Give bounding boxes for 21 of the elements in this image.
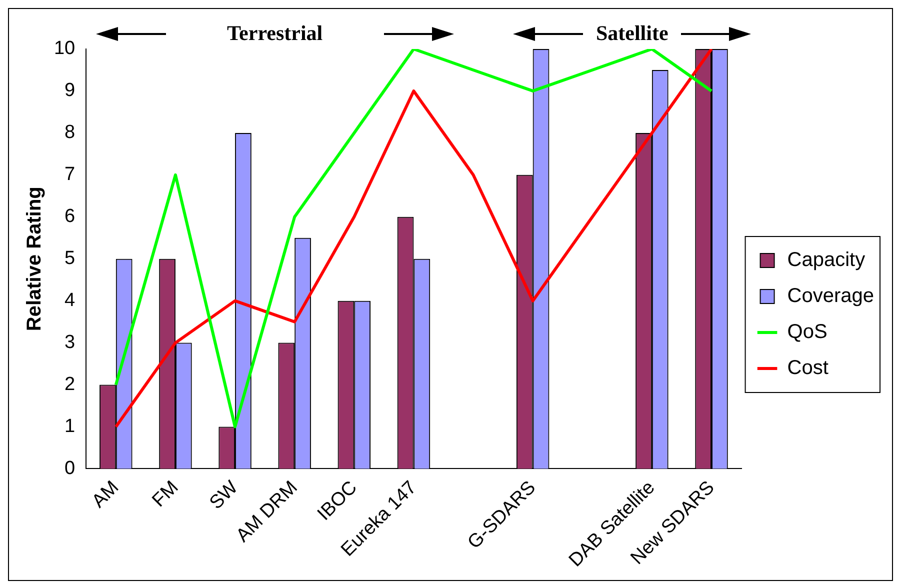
legend-label: Coverage (787, 285, 874, 308)
text: Satellite (596, 21, 668, 46)
text: Terrestrial (226, 21, 323, 46)
y-tick-label: 7 (64, 164, 76, 186)
y-tick-label: 0 (64, 458, 76, 479)
legend-label: Capacity (787, 249, 866, 272)
y-axis-title: Relative Rating (24, 186, 46, 332)
y-tick-label: 4 (64, 290, 76, 312)
y-tick-label: 2 (64, 374, 76, 396)
legend-label: QoS (787, 321, 828, 344)
y-tick-label: 1 (64, 416, 76, 437)
x-tick-label: AM (88, 477, 124, 512)
x-tick-label: FM (148, 477, 183, 512)
y-tick-label: 8 (64, 122, 76, 144)
y-tick-label: 9 (64, 80, 76, 102)
y-tick-label: 6 (64, 206, 76, 228)
y-tick-label: 5 (64, 248, 76, 270)
x-tick-label: SW (206, 477, 242, 514)
y-tick-label: 3 (64, 332, 76, 354)
y-tick-label: 10 (54, 38, 76, 60)
legend-label: Cost (787, 357, 829, 380)
